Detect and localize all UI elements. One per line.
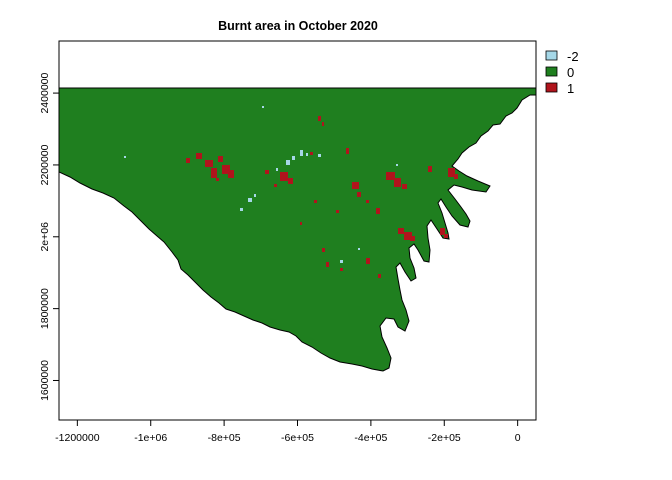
burnt-cell xyxy=(211,168,217,178)
x-tick-label: -2e+05 xyxy=(428,432,461,444)
negative-cell xyxy=(254,194,256,197)
legend-item-neg2: -2 xyxy=(545,49,579,64)
burnt-cell xyxy=(444,234,448,238)
negative-cell xyxy=(276,168,278,171)
legend-label-one: 1 xyxy=(567,81,574,96)
y-tick-label: 1800000 xyxy=(39,288,51,329)
burnt-cell xyxy=(448,168,455,177)
x-tick-label: -1e+06 xyxy=(134,432,167,444)
x-tick-label: -6e+05 xyxy=(281,432,314,444)
burnt-cell xyxy=(376,208,380,214)
burnt-cell xyxy=(228,170,234,178)
x-axis: -1200000 -1e+06 -8e+05 -6e+05 -4e+05 -2e+05 0 xyxy=(55,420,521,444)
burnt-cell xyxy=(378,274,381,278)
legend-swatch-one xyxy=(545,82,558,93)
negative-cell xyxy=(292,156,295,160)
y-tick-label: 2400000 xyxy=(39,72,51,113)
burnt-cell xyxy=(310,152,313,155)
burnt-cell xyxy=(404,232,412,240)
map-panel xyxy=(59,87,536,372)
legend-label-neg2: -2 xyxy=(567,49,579,64)
legend-label-zero: 0 xyxy=(567,65,574,80)
x-tick-label: 0 xyxy=(515,432,521,444)
x-tick-label: -8e+05 xyxy=(208,432,241,444)
burnt-cell xyxy=(440,228,445,235)
burnt-cell xyxy=(366,258,370,264)
negative-cells xyxy=(124,106,398,263)
burnt-cell xyxy=(288,178,293,184)
burnt-cell xyxy=(205,160,213,167)
burnt-cell xyxy=(402,184,407,189)
land-area xyxy=(59,87,536,372)
burnt-cell xyxy=(186,158,190,163)
burnt-cell xyxy=(300,222,302,225)
legend-swatch-neg2 xyxy=(545,50,558,61)
burnt-cell xyxy=(398,228,404,234)
legend-item-one: 1 xyxy=(545,81,574,96)
burnt-cell xyxy=(280,172,288,181)
burnt-cell xyxy=(394,178,401,187)
burnt-cell xyxy=(346,148,349,154)
y-tick-label: 1600000 xyxy=(39,360,51,401)
burnt-cell xyxy=(357,192,361,197)
negative-cell xyxy=(306,153,308,156)
burnt-cell xyxy=(196,153,202,159)
negative-cell xyxy=(300,150,303,156)
burnt-cell xyxy=(428,166,432,172)
burnt-cell xyxy=(454,174,458,179)
negative-cell xyxy=(240,208,243,211)
negative-cell xyxy=(396,164,398,166)
burnt-cell xyxy=(216,178,219,181)
burnt-cells xyxy=(186,116,458,278)
burnt-cell xyxy=(386,172,395,180)
negative-cell xyxy=(248,198,252,202)
negative-cell xyxy=(286,160,290,165)
burnt-cell xyxy=(352,182,359,189)
burnt-cell xyxy=(318,116,321,121)
burnt-cell xyxy=(336,210,339,213)
burnt-cell xyxy=(366,200,369,203)
burnt-cell xyxy=(326,262,329,267)
burnt-cell xyxy=(322,248,325,252)
y-tick-label: 2200000 xyxy=(39,144,51,185)
x-tick-label: -1200000 xyxy=(55,432,100,444)
negative-cell xyxy=(124,156,126,158)
y-axis: 1600000 1800000 2e+06 2200000 2400000 xyxy=(39,72,59,401)
negative-cell xyxy=(318,154,321,157)
burnt-cell xyxy=(410,236,415,241)
burnt-cell xyxy=(314,200,317,203)
burnt-cell xyxy=(340,268,343,271)
negative-cell xyxy=(340,260,343,263)
burnt-cell xyxy=(322,122,324,126)
legend-item-zero: 0 xyxy=(545,65,574,80)
burnt-cell xyxy=(265,170,269,174)
burnt-cell xyxy=(274,184,277,187)
y-tick-label: 2e+06 xyxy=(39,222,51,252)
negative-cell xyxy=(358,248,360,250)
legend: -2 0 1 xyxy=(545,49,579,96)
burnt-cell xyxy=(218,156,223,162)
map-title: Burnt area in October 2020 xyxy=(218,19,378,33)
negative-cell xyxy=(262,106,264,108)
x-tick-label: -4e+05 xyxy=(354,432,387,444)
legend-swatch-zero xyxy=(545,66,558,77)
burnt-cell xyxy=(222,165,230,174)
